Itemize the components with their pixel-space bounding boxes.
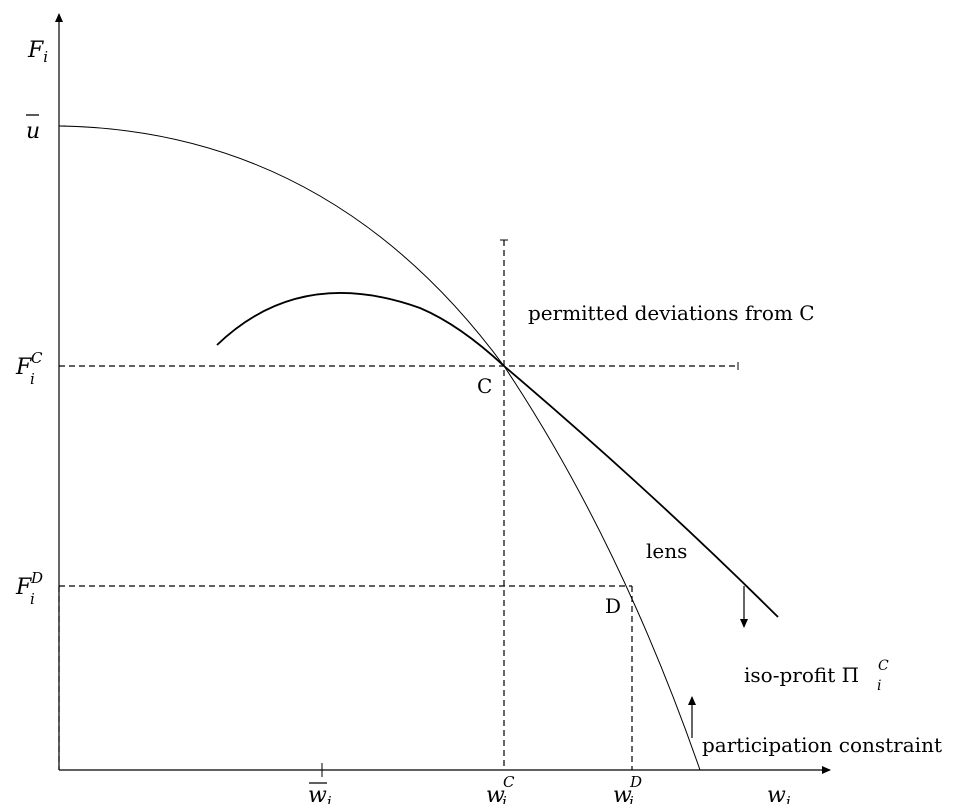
lens-label: lens [646, 539, 687, 563]
dashed-guides [58, 240, 738, 770]
svg-text:wi: wi [308, 783, 332, 804]
wd-label: wiD [613, 773, 642, 804]
participation-constraint-label: participation constraint [702, 733, 942, 757]
y-axis-label: Fi [27, 38, 48, 66]
fd-label: FiD [15, 569, 43, 608]
svg-text:u: u [26, 119, 40, 144]
participation-constraint-curve [58, 125, 701, 771]
w-bar-label: wi [308, 782, 332, 804]
permitted-deviations-label: permitted deviations from C [528, 301, 815, 325]
wc-label: wiC [486, 773, 515, 804]
u-bar-label: u [26, 114, 40, 144]
point-d-label: D [605, 594, 621, 618]
point-c-label: C [477, 374, 492, 398]
iso-profit-curve [216, 292, 779, 618]
x-axis-label: wi [767, 783, 791, 804]
fc-label: FiC [15, 349, 43, 388]
